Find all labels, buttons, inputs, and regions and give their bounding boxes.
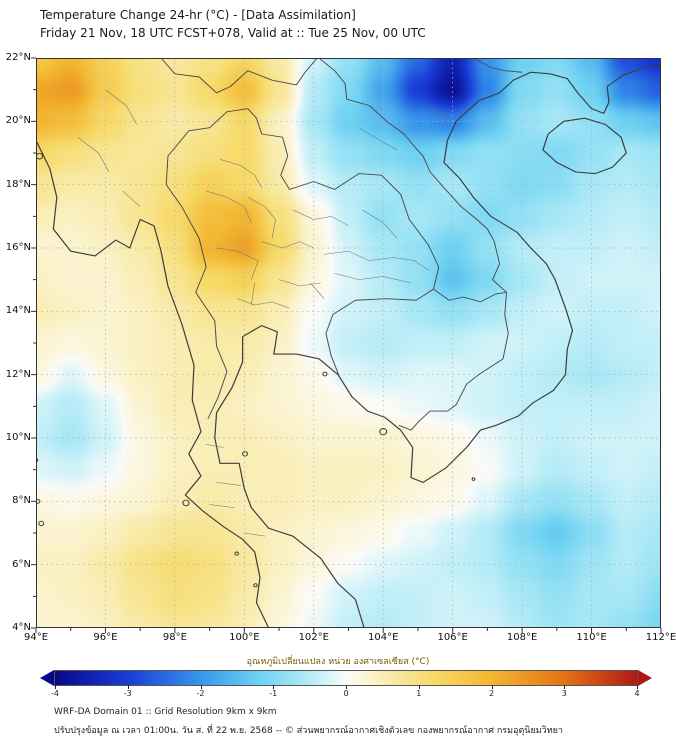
colorbar: -4 -3 -2 -1 0 1 2 3 4	[40, 670, 652, 698]
lon-tick-label: 102°E	[298, 632, 329, 643]
colorbar-tick	[200, 685, 202, 689]
colorbar-tick-label: 2	[488, 689, 495, 698]
lon-tick-label: 100°E	[229, 632, 260, 643]
island-samui	[242, 451, 248, 457]
colorbar-tick	[346, 685, 347, 689]
island-nicobar-2	[38, 520, 45, 527]
colorbar-label: อุณหภูมิเปลี่ยนแปลง หน่วย องศาเซลเซียส (…	[246, 657, 430, 667]
lon-tick-label: 104°E	[368, 632, 399, 643]
lon-tick-label: 98°E	[162, 632, 187, 643]
colorbar-tick-label: -2	[196, 689, 205, 698]
footer-agency-info: ปรับปรุงข้อมูล ณ เวลา 01:00น. วัน ส. ที่…	[54, 726, 563, 736]
colorbar-tick	[127, 685, 129, 689]
lon-tick-label: 110°E	[576, 632, 607, 643]
colorbar-tick-label: -1	[269, 689, 278, 698]
lon-tick-label: 96°E	[93, 632, 118, 643]
colorbar-tick	[55, 685, 56, 689]
colorbar-gradient: -4 -3 -2 -1 0 1 2 3 4	[51, 670, 640, 698]
lat-tick-label: 6°N	[12, 558, 31, 570]
hainan-island-path	[542, 117, 627, 175]
lon-tick-label: 112°E	[645, 632, 676, 643]
island-langkawi	[234, 551, 239, 556]
lat-tick-label: 16°N	[5, 242, 31, 253]
colorbar-tick-label: 0	[343, 689, 349, 698]
lat-tick-label: 20°N	[5, 115, 31, 127]
colorbar-tick-label: 1	[416, 689, 422, 698]
page-subtitle: Friday 21 Nov, 18 UTC FCST+078, Valid at…	[40, 26, 426, 40]
island-phuket	[182, 499, 190, 507]
colorbar-tick	[491, 685, 493, 689]
coastline-east-path	[214, 63, 661, 628]
colorbar-tick-label: -4	[51, 689, 59, 698]
lon-tick-label: 108°E	[506, 632, 538, 643]
country-borders-path	[160, 58, 523, 431]
province-borders-path	[77, 89, 450, 537]
lon-tick-label: 106°E	[437, 632, 468, 643]
island-koh-chang	[322, 371, 328, 377]
colorbar-tick-label: 4	[634, 689, 640, 698]
lat-tick-label: 22°N	[5, 52, 31, 63]
lon-tick-label: 94°E	[23, 632, 49, 643]
colorbar-tick	[564, 685, 566, 689]
page-title: Temperature Change 24-hr (°C) - [Data As…	[40, 8, 356, 22]
colorbar-arrow-right	[638, 670, 652, 686]
map-overlay-svg	[36, 58, 661, 628]
lat-tick-label: 18°N	[5, 178, 31, 190]
lat-tick-label: 12°N	[5, 368, 31, 380]
island-con-dao	[471, 477, 476, 481]
colorbar-tick-label: 3	[561, 689, 567, 698]
colorbar-tick	[637, 685, 638, 689]
colorbar-tick	[418, 685, 420, 689]
colorbar-tick	[273, 685, 275, 689]
island-ramree	[36, 152, 44, 160]
island-penang	[253, 583, 258, 588]
footer-model-info: WRF-DA Domain 01 :: Grid Resolution 9km …	[54, 707, 277, 717]
lat-tick-label: 10°N	[5, 432, 31, 443]
lat-tick-label: 8°N	[12, 495, 31, 507]
colorbar-arrow-left	[40, 670, 54, 686]
island-nicobar-3	[36, 458, 39, 463]
colorbar-tick-label: -3	[123, 689, 132, 698]
lat-tick-label: 4°N	[12, 622, 31, 633]
graticule-lines	[36, 58, 661, 628]
lat-tick-label: 14°N	[5, 305, 31, 317]
